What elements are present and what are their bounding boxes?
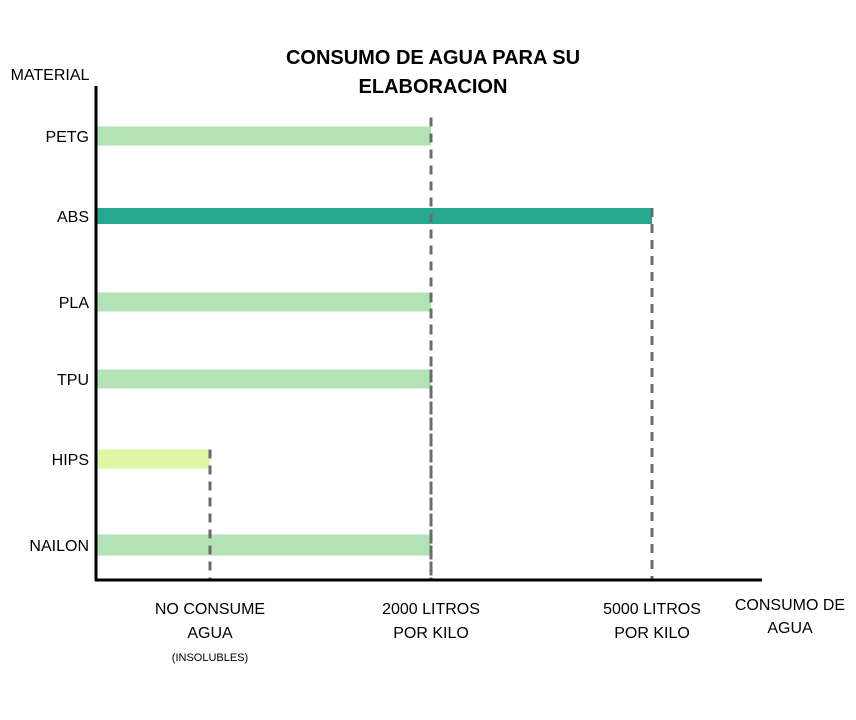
category-labels-layer: PETG ABS PLA TPU HIPS NAILON — [29, 129, 89, 555]
bar-abs — [97, 208, 652, 224]
chart-title-line-2: ELABORACION — [359, 76, 508, 98]
bar-tpu — [97, 369, 431, 389]
category-label-tpu: TPU — [57, 372, 89, 389]
category-label-nailon: NAILON — [29, 538, 89, 555]
x-axis-title-line-2: AGUA — [767, 620, 813, 637]
x-axis-title-line-1: CONSUMO DE — [735, 597, 845, 614]
x-tick-label-0-line-2: AGUA — [187, 625, 233, 642]
category-label-abs: ABS — [57, 209, 89, 226]
category-label-hips: HIPS — [52, 452, 89, 469]
category-label-pla: PLA — [59, 295, 90, 312]
x-tick-label-2-line-2: POR KILO — [614, 625, 690, 642]
x-tick-label-0-line-1: NO CONSUME — [155, 601, 265, 618]
y-axis-title: MATERIAL — [11, 67, 90, 84]
x-tick-label-2-line-1: 5000 LITROS — [603, 601, 701, 618]
x-tick-note-0: (INSOLUBLES) — [172, 652, 248, 664]
bar-petg — [97, 126, 431, 146]
x-tick-label-1-line-1: 2000 LITROS — [382, 601, 480, 618]
category-label-petg: PETG — [45, 129, 89, 146]
x-tick-label-1-line-2: POR KILO — [393, 625, 469, 642]
bar-hips — [97, 449, 210, 469]
bar-pla — [97, 292, 431, 312]
bar-nailon — [97, 534, 431, 556]
chart-title-line-1: CONSUMO DE AGUA PARA SU — [286, 47, 580, 69]
x-tick-labels-layer: NO CONSUME AGUA (INSOLUBLES) 2000 LITROS POR… — [155, 601, 701, 664]
reference-lines-layer — [208, 117, 654, 580]
bars-layer — [97, 126, 652, 556]
